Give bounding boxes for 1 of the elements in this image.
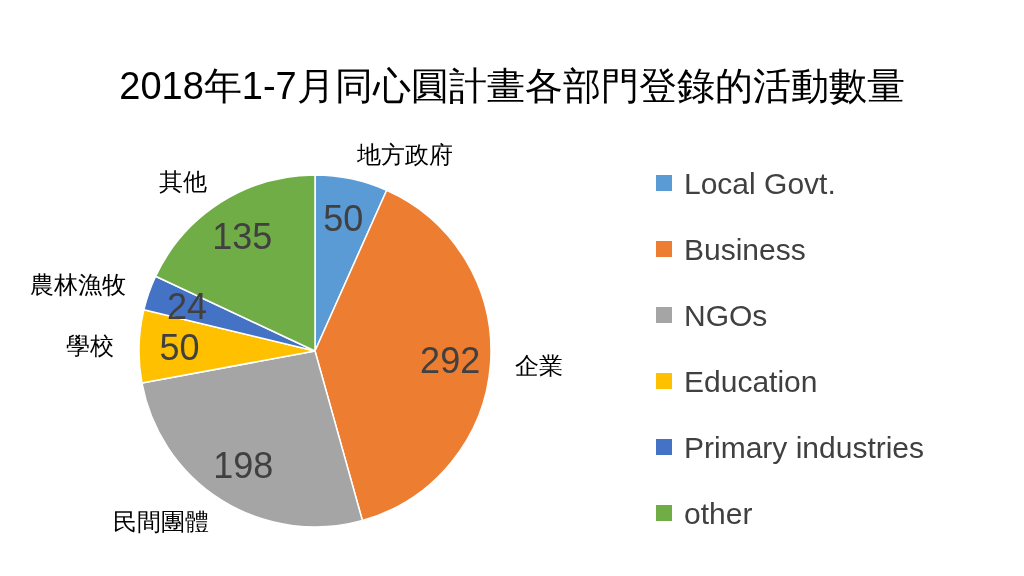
title: 2018年1-7月同心圓計畫各部門登錄的活動數量 — [119, 65, 905, 107]
